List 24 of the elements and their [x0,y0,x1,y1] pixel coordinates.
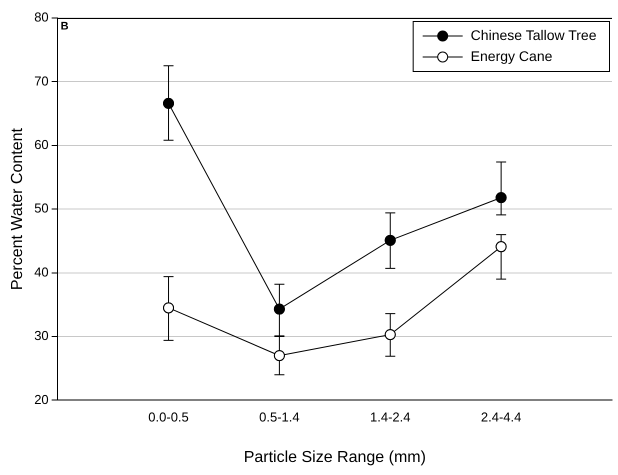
point [384,329,396,340]
point [163,98,174,109]
x-tick-label: 1.4-2.4 [370,410,411,425]
y-tick-label: 20 [34,392,49,407]
y-tick-label: 80 [34,10,49,25]
y-axis-title: Percent Water Content [9,127,26,290]
point [384,234,396,246]
x-tick-label: 0.0-0.5 [148,410,189,425]
point [496,192,507,204]
x-axis-title: Particle Size Range (mm) [244,448,426,466]
y-tick-label: 30 [34,328,49,344]
annotation: B [60,20,69,33]
point [274,304,285,315]
point [274,350,285,362]
y-tick-label: 60 [34,136,49,152]
y-tick-label: 70 [34,73,49,88]
x-tick-label: 0.5-1.4 [259,410,300,425]
point [496,241,507,252]
point [163,302,174,314]
x-tick-label: 2.4-4.4 [480,410,522,425]
y-tick-label: 40 [34,264,49,280]
y-tick-label: 50 [34,200,49,216]
legend-label: Chinese Tallow Tree [470,26,597,43]
legend-label: Energy Cane [470,48,553,64]
